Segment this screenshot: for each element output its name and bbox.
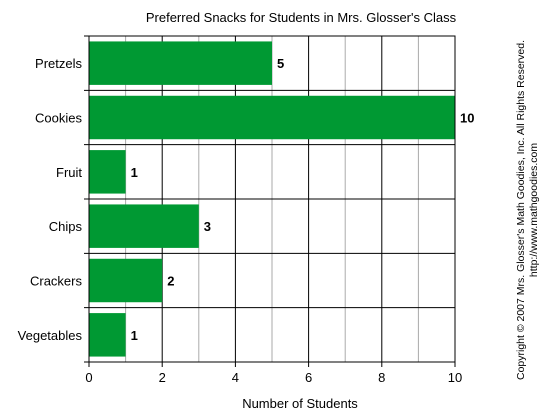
category-label: Crackers (30, 274, 83, 289)
bar (89, 258, 163, 303)
bar (89, 95, 455, 140)
category-label: Pretzels (35, 56, 82, 71)
data-label: 2 (167, 274, 174, 289)
category-label: Chips (49, 219, 83, 234)
x-tick-label: 2 (159, 370, 166, 385)
category-label: Fruit (56, 165, 82, 180)
x-tick-label: 4 (232, 370, 239, 385)
category-label: Cookies (35, 111, 82, 126)
x-tick-label: 8 (378, 370, 385, 385)
bar (89, 313, 126, 357)
x-tick-labels: 0 2 4 6 8 10 (85, 370, 462, 385)
x-tick-label: 0 (85, 370, 92, 385)
data-label: 10 (460, 111, 474, 126)
data-label: 5 (277, 56, 284, 71)
data-label: 3 (204, 219, 211, 234)
plot-frame (88, 35, 456, 363)
bar (89, 41, 272, 85)
bar (89, 150, 126, 194)
gridlines (84, 35, 456, 367)
copyright-url: http://www.mathgoodies.com (528, 143, 540, 277)
copyright-line: Copyright © 2007 Mrs. Glosser's Math Goo… (515, 40, 527, 380)
data-labels: 5 10 1 3 2 1 (131, 56, 475, 343)
copyright-notice: Copyright © 2007 Mrs. Glosser's Math Goo… (515, 40, 540, 380)
category-labels: Pretzels Cookies Fruit Chips Crackers Vegetab… (18, 56, 83, 343)
x-tick-label: 10 (448, 370, 462, 385)
bars (89, 41, 455, 357)
x-tick-label: 6 (305, 370, 312, 385)
x-axis-title: Number of Students (242, 396, 358, 411)
category-label: Vegetables (18, 328, 83, 343)
chart-title: Preferred Snacks for Students in Mrs. Gl… (146, 10, 457, 25)
data-label: 1 (131, 328, 138, 343)
bar (89, 204, 199, 248)
data-label: 1 (131, 165, 138, 180)
